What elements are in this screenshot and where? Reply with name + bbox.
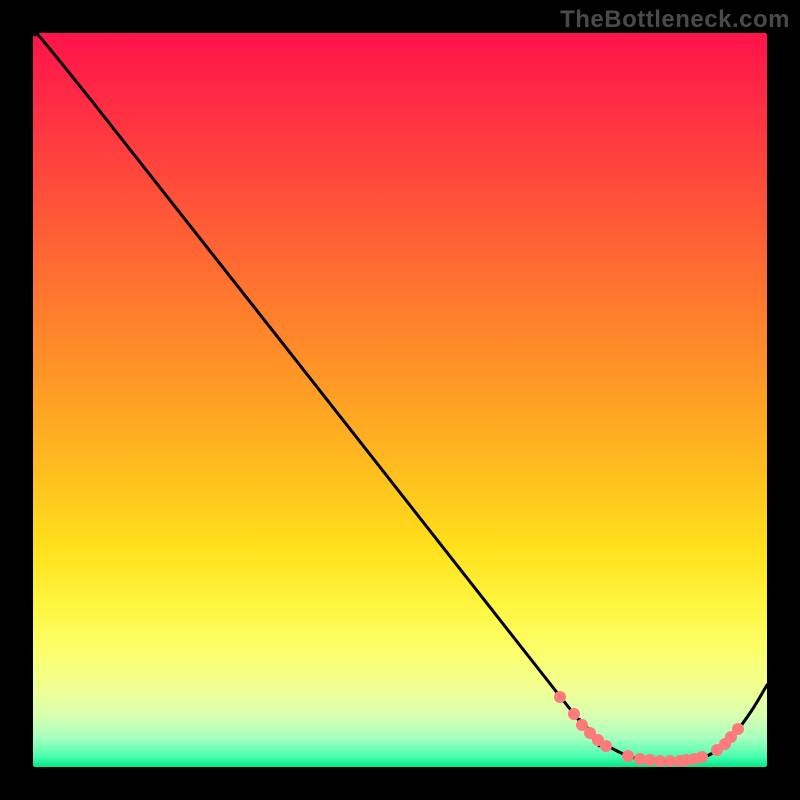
watermark-text: TheBottleneck.com bbox=[560, 6, 790, 34]
chart-container: TheBottleneck.com bbox=[0, 0, 800, 800]
curve-marker bbox=[732, 723, 744, 735]
curve-marker bbox=[600, 740, 612, 752]
curve-marker bbox=[568, 708, 580, 720]
curve-marker bbox=[554, 691, 566, 703]
plot-area-gradient bbox=[33, 33, 767, 767]
curve-marker bbox=[622, 750, 634, 762]
curve-marker bbox=[696, 751, 708, 763]
bottleneck-chart bbox=[0, 0, 800, 800]
